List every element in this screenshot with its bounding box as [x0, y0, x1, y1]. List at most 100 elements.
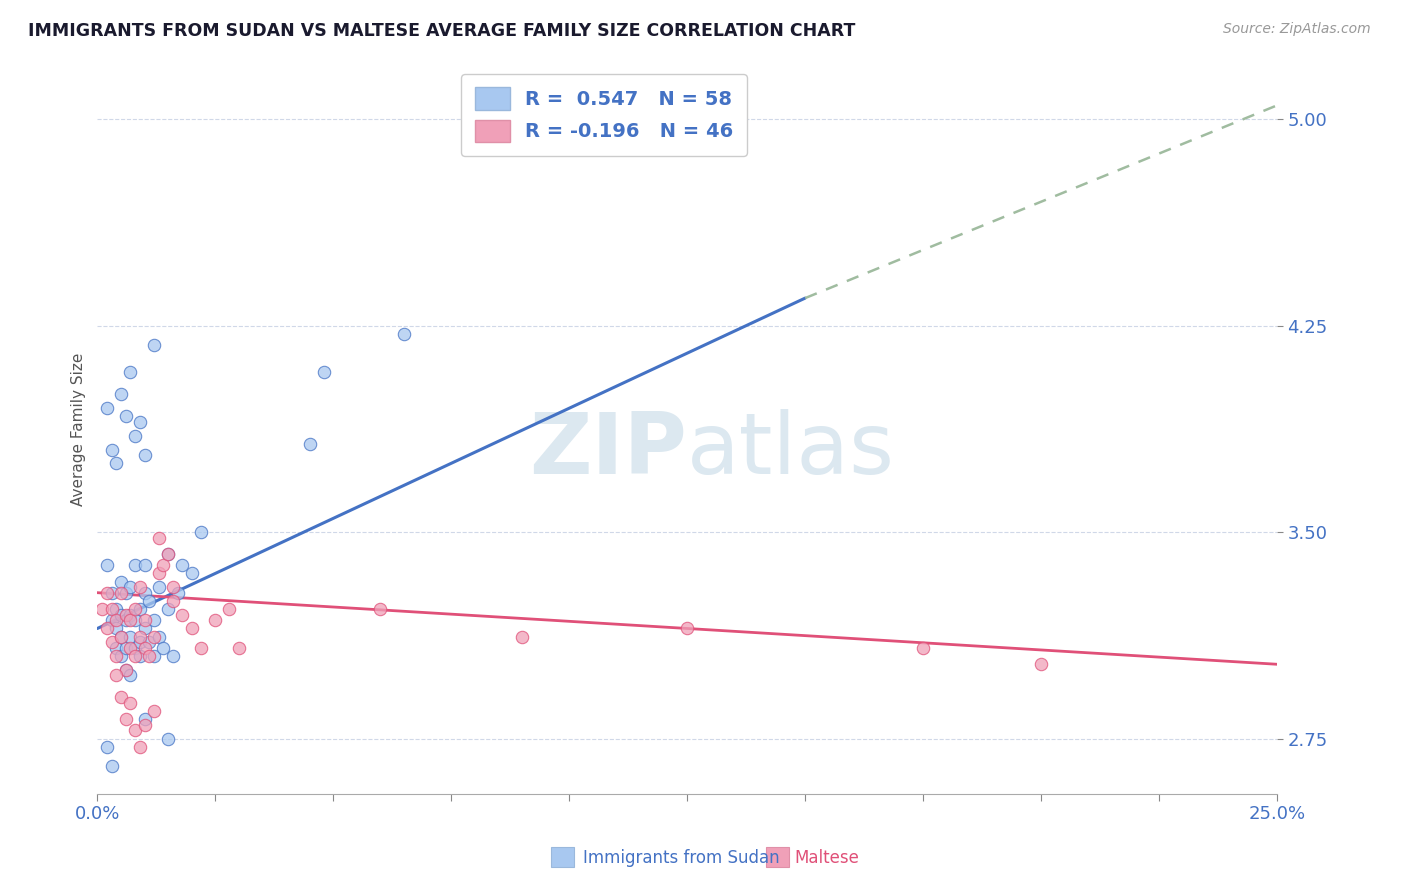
Point — [110, 585, 132, 599]
Point — [180, 622, 202, 636]
Point — [96, 622, 118, 636]
Point — [157, 547, 180, 561]
Point — [162, 648, 184, 663]
Point — [110, 648, 132, 663]
Point — [124, 648, 146, 663]
Point — [100, 442, 122, 457]
Point — [204, 613, 226, 627]
Point — [134, 622, 156, 636]
Point — [157, 547, 180, 561]
Point — [124, 613, 146, 627]
Point — [110, 607, 132, 622]
Point — [128, 630, 150, 644]
Point — [124, 558, 146, 573]
Point — [110, 690, 132, 705]
Point — [120, 607, 142, 622]
Point — [105, 613, 128, 627]
Point — [120, 696, 142, 710]
Point — [312, 366, 335, 380]
Point — [114, 640, 136, 655]
Point — [105, 648, 128, 663]
Point — [128, 415, 150, 429]
Point — [114, 585, 136, 599]
Text: ZIP: ZIP — [530, 409, 688, 492]
Point — [152, 640, 174, 655]
Point — [148, 566, 170, 581]
Point — [128, 648, 150, 663]
Point — [190, 640, 212, 655]
Point — [114, 663, 136, 677]
Point — [134, 585, 156, 599]
Point — [105, 640, 128, 655]
Point — [128, 580, 150, 594]
Point — [96, 585, 118, 599]
Point — [114, 607, 136, 622]
Point — [157, 731, 180, 746]
Text: Source: ZipAtlas.com: Source: ZipAtlas.com — [1223, 22, 1371, 37]
Point — [134, 558, 156, 573]
Point — [162, 594, 184, 608]
Point — [110, 387, 132, 401]
Point — [114, 712, 136, 726]
Point — [114, 663, 136, 677]
Point — [148, 630, 170, 644]
Point — [100, 635, 122, 649]
Point — [91, 602, 114, 616]
Point — [96, 558, 118, 573]
Point — [128, 739, 150, 754]
Point — [134, 712, 156, 726]
Point — [96, 401, 118, 416]
Point — [110, 630, 132, 644]
Bar — [551, 847, 574, 867]
Point — [134, 640, 156, 655]
Point — [143, 613, 166, 627]
Point — [228, 640, 250, 655]
Point — [124, 723, 146, 738]
Point — [120, 366, 142, 380]
Point — [128, 602, 150, 616]
Point — [105, 456, 128, 470]
Text: Immigrants from Sudan: Immigrants from Sudan — [583, 849, 780, 867]
Y-axis label: Average Family Size: Average Family Size — [72, 352, 86, 506]
Point — [114, 613, 136, 627]
Point — [143, 648, 166, 663]
Point — [143, 338, 166, 352]
Point — [148, 580, 170, 594]
Point — [912, 640, 935, 655]
Point — [162, 580, 184, 594]
Point — [114, 409, 136, 424]
Point — [143, 630, 166, 644]
Point — [128, 635, 150, 649]
Point — [138, 594, 160, 608]
Point — [110, 574, 132, 589]
Point — [134, 613, 156, 627]
Point — [120, 613, 142, 627]
Point — [152, 558, 174, 573]
Point — [124, 640, 146, 655]
Point — [105, 602, 128, 616]
Point — [172, 607, 194, 622]
Point — [120, 668, 142, 682]
Text: IMMIGRANTS FROM SUDAN VS MALTESE AVERAGE FAMILY SIZE CORRELATION CHART: IMMIGRANTS FROM SUDAN VS MALTESE AVERAGE… — [28, 22, 855, 40]
Point — [180, 566, 202, 581]
Point — [134, 718, 156, 732]
Point — [143, 704, 166, 718]
Point — [138, 635, 160, 649]
Point — [1029, 657, 1052, 672]
Point — [124, 429, 146, 443]
Bar — [766, 847, 789, 867]
Point — [120, 580, 142, 594]
Point — [298, 437, 321, 451]
Point — [218, 602, 240, 616]
Point — [100, 759, 122, 773]
Text: atlas: atlas — [688, 409, 896, 492]
Point — [138, 648, 160, 663]
Point — [370, 602, 392, 616]
Point — [100, 585, 122, 599]
Point — [157, 602, 180, 616]
Point — [120, 640, 142, 655]
Point — [96, 739, 118, 754]
Point — [110, 630, 132, 644]
Point — [100, 602, 122, 616]
Point — [172, 558, 194, 573]
